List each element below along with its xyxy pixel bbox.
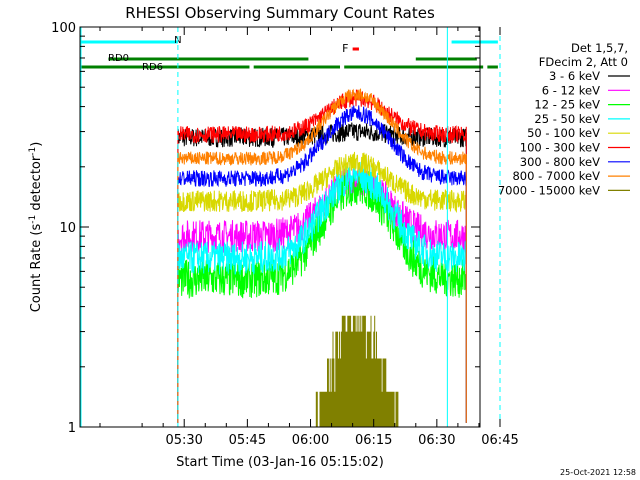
series-50-100kev — [177, 151, 467, 423]
x-tick-label: 05:30 — [165, 433, 202, 448]
footer-timestamp: 25-Oct-2021 12:58 — [560, 468, 636, 477]
series-100-300kev — [177, 89, 467, 423]
series-layer — [177, 88, 467, 427]
series-7000-15000-kev — [315, 315, 399, 427]
series-line — [177, 167, 467, 423]
series-line — [177, 161, 467, 423]
legend-label: 800 - 7000 keV — [512, 169, 600, 183]
series-line — [177, 151, 467, 423]
series-12-25kev — [177, 167, 467, 423]
legend-header-2: FDecim 2, Att 0 — [539, 55, 628, 69]
legend-label: 6 - 12 keV — [542, 83, 600, 97]
series-25-50kev — [177, 161, 467, 423]
series-line — [177, 105, 467, 423]
legend-label: 300 - 800 keV — [520, 155, 600, 169]
x-axis-label: Start Time (03-Jan-16 05:15:02) — [176, 455, 384, 470]
series-line — [315, 315, 399, 427]
y-axis-ticks: 1 10 100 — [51, 21, 480, 436]
rd6-flag-label: RD6 — [142, 62, 163, 73]
legend-label: 100 - 300 keV — [520, 141, 600, 155]
x-tick-label: 06:15 — [355, 433, 392, 448]
rd0-flag-label: RD0 — [108, 53, 129, 64]
y-tick-label: 10 — [59, 221, 76, 236]
y-axis-label: Count Rate (s-1 detector-1) — [28, 142, 44, 313]
legend-label: 3 - 6 keV — [549, 69, 600, 83]
legend-label: 7000 - 15000 keV — [498, 183, 600, 197]
legend-header-1: Det 1,5,7, — [571, 41, 628, 55]
x-tick-label: 06:30 — [418, 433, 455, 448]
y-tick-label: 1 — [68, 421, 76, 436]
x-tick-label: 06:45 — [481, 433, 518, 448]
x-tick-label: 05:45 — [229, 433, 266, 448]
legend-label: 50 - 100 keV — [527, 126, 600, 140]
series-300-800kev — [177, 105, 467, 423]
chart-title: RHESSI Observing Summary Count Rates — [125, 4, 435, 22]
y-tick-label: 100 — [51, 21, 76, 36]
series-800-7000kev — [177, 88, 467, 423]
series-line — [177, 88, 467, 423]
legend-label: 25 - 50 keV — [534, 112, 600, 126]
flare-flag-label: F — [342, 42, 348, 55]
series-line — [177, 89, 467, 423]
x-axis-ticks: 05:30 05:45 06:00 06:15 06:30 06:45 — [99, 27, 519, 448]
vertical-markers — [80, 27, 501, 427]
x-tick-label: 06:00 — [292, 433, 329, 448]
legend-label: 12 - 25 keV — [534, 98, 600, 112]
